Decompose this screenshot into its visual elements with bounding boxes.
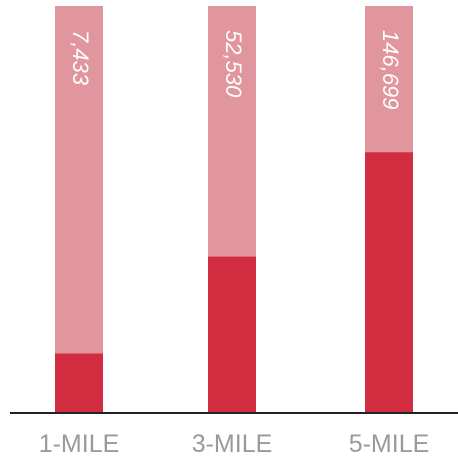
x-tick-label: 5-MILE: [349, 430, 430, 458]
bar: [208, 256, 256, 412]
bar: [55, 353, 103, 412]
bar-track: [55, 6, 103, 412]
x-tick-label: 3-MILE: [192, 430, 273, 458]
value-label: 52,530: [221, 30, 246, 98]
value-label: 146,699: [378, 30, 403, 110]
x-tick-label: 1-MILE: [39, 430, 120, 458]
value-label: 7,433: [68, 30, 93, 86]
bar: [365, 152, 413, 412]
